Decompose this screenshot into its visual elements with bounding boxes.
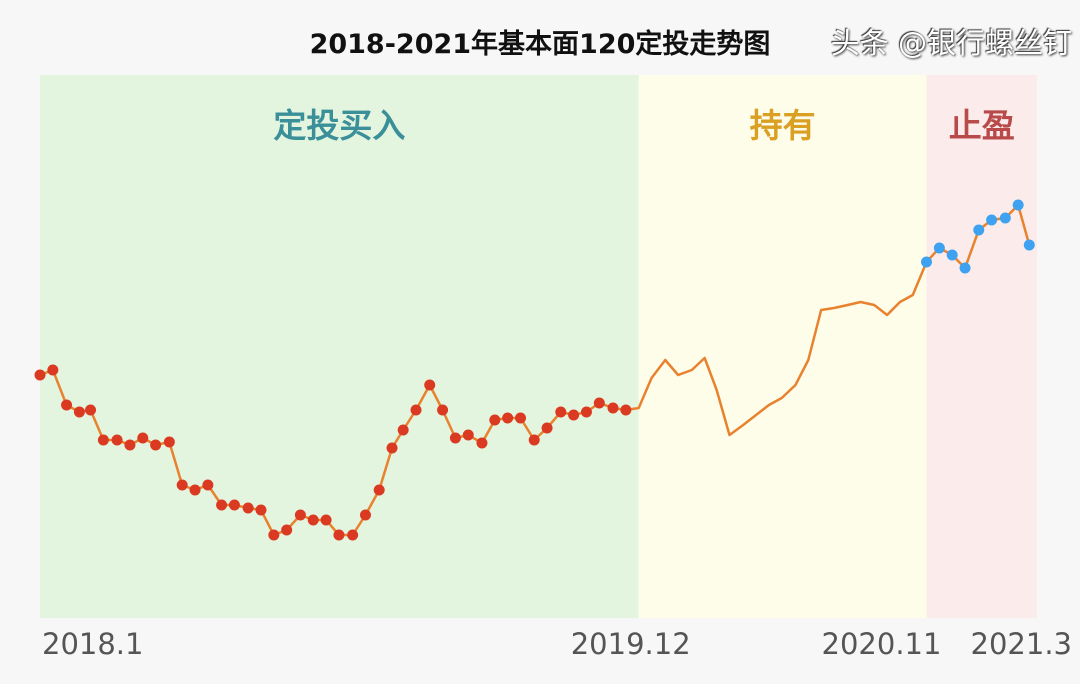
buy-point [176,479,188,491]
sell-point [973,224,985,236]
buy-point [216,499,228,511]
x-tick-label: 2021.3 [971,627,1072,661]
sell-point [946,249,958,261]
phase-region [40,75,639,618]
buy-point [228,499,240,511]
phase-region [638,75,927,618]
buy-point [541,422,553,434]
buy-point [97,434,109,446]
sell-point [1023,239,1035,251]
buy-point [268,529,280,541]
buy-point [111,434,123,446]
buy-point [449,432,461,444]
chart-title: 2018-2021年基本面120定投走势图 [309,29,771,60]
buy-point [502,412,514,424]
buy-point [150,439,162,451]
buy-point [281,524,293,536]
phase-label: 止盈 [949,106,1015,145]
buy-point [202,479,214,491]
x-tick-label: 2018.1 [42,627,143,661]
sell-point [986,214,998,226]
buy-point [333,529,345,541]
buy-point [397,424,409,436]
buy-point [424,379,436,391]
sell-point [959,262,971,274]
sell-point [921,256,933,268]
buy-point [462,429,474,441]
buy-point [555,406,567,418]
x-tick-label: 2019.12 [571,627,691,661]
buy-point [620,404,632,416]
buy-point [476,437,488,449]
buy-point [34,369,46,381]
buy-point [347,529,359,541]
buy-point [373,484,385,496]
phase-region [926,75,1037,618]
sell-point [933,242,945,254]
buy-point [294,509,306,521]
buy-point [607,402,619,414]
watermark: 头条 @银行螺丝钉 [830,26,1072,60]
phase-label: 定投买入 [273,106,405,145]
buy-point [386,442,398,454]
buy-point [437,404,449,416]
buy-point [255,504,267,516]
buy-point [85,404,97,416]
buy-point [580,406,592,418]
buy-point [47,364,59,376]
buy-point [593,397,605,409]
sell-point [999,212,1011,224]
buy-point [489,414,501,426]
buy-point [410,404,422,416]
buy-point [528,434,540,446]
buy-point [320,514,332,526]
buy-point [163,436,175,448]
phase-label: 持有 [750,106,816,145]
buy-point [515,412,527,424]
buy-point [73,406,85,418]
buy-point [568,409,580,421]
x-tick-label: 2020.11 [822,627,942,661]
buy-point [124,439,136,451]
buy-point [137,432,149,444]
buy-point [359,509,371,521]
buy-point [307,514,319,526]
sell-point [1012,199,1024,211]
buy-point [61,399,73,411]
buy-point [189,484,201,496]
buy-point [242,502,254,514]
